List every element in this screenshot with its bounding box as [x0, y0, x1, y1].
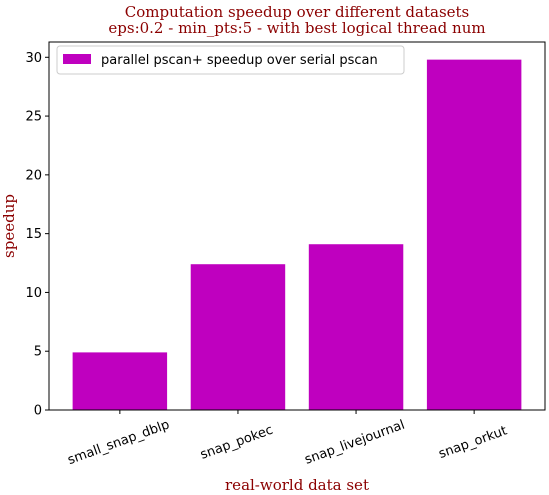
bars-group: [72, 59, 522, 411]
chart-subtitle: eps:0.2 - min_pts:5 - with best logical …: [108, 19, 485, 37]
legend-label: parallel pscan+ speedup over serial psca…: [101, 53, 378, 68]
x-tick-label-snap_livejournal: snap_livejournal: [303, 418, 407, 468]
x-tick-label-small_snap_dblp: small_snap_dblp: [66, 417, 172, 468]
bar-small_snap_dblp: [72, 352, 168, 410]
x-tick-label-snap_pokec: snap_pokec: [198, 423, 275, 463]
y-tick-label: 30: [25, 51, 42, 66]
legend: parallel pscan+ speedup over serial psca…: [56, 45, 405, 75]
y-tick-label: 5: [34, 345, 42, 360]
y-tick-label: 25: [25, 110, 42, 125]
y-tick-label: 15: [25, 227, 42, 242]
plot-frame: [48, 41, 546, 411]
y-tick-label: 20: [25, 168, 42, 183]
y-tick-label: 0: [34, 404, 42, 419]
legend-box: [56, 45, 405, 75]
y-axis-label: speedup: [0, 194, 18, 258]
y-axis: 0 5 10 15 20 25 30: [25, 51, 49, 419]
y-tick-label: 10: [25, 286, 42, 301]
x-axis: small_snap_dblp snap_pokec snap_livejourna…: [66, 410, 509, 468]
chart-title: Computation speedup over different datas…: [125, 3, 470, 21]
bar-snap_orkut: [426, 59, 522, 411]
bar-snap_livejournal: [308, 244, 404, 410]
legend-swatch: [63, 54, 91, 64]
x-tick-label-snap_orkut: snap_orkut: [437, 423, 509, 462]
x-axis-label: real-world data set: [225, 476, 369, 494]
bar-snap_pokec: [190, 264, 286, 410]
